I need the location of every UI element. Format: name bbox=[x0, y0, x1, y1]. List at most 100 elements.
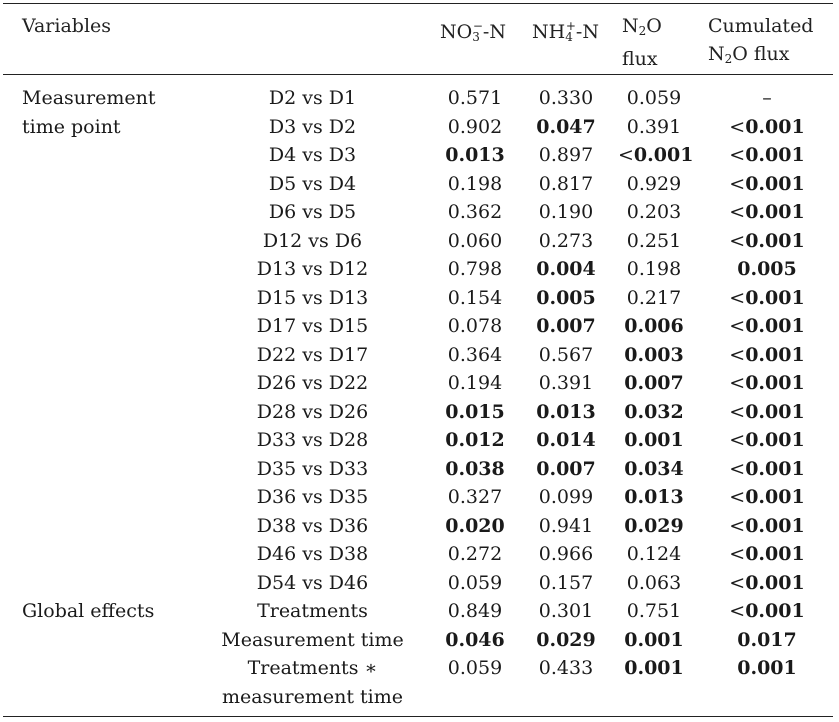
table-row: time point D3 vs D2 0.902 0.047 0.391 <0.001 bbox=[0, 113, 839, 142]
cell-cmp: D35 vs D33 bbox=[256, 457, 369, 480]
cell-nh4: 0.966 bbox=[538, 543, 594, 565]
cell-cum: 0.001 bbox=[737, 657, 797, 679]
cell-cum: – bbox=[762, 87, 772, 109]
cell-cum: <0.001 bbox=[729, 429, 805, 451]
cell-nh4: 0.941 bbox=[538, 514, 594, 537]
cell-n2o: 0.007 bbox=[624, 372, 684, 394]
header-variables: Variables bbox=[22, 15, 112, 37]
cell-nh4: 0.433 bbox=[538, 657, 594, 679]
cell-cum: <0.001 bbox=[729, 514, 805, 537]
cell-cmp: Treatments ∗ bbox=[247, 657, 378, 679]
cell-no3: 0.194 bbox=[447, 372, 503, 394]
cell-no3: 0.013 bbox=[445, 144, 505, 166]
cell-nh4: 0.014 bbox=[536, 429, 596, 451]
cell-cum: <0.001 bbox=[729, 543, 805, 565]
cell-nh4: 0.897 bbox=[538, 144, 594, 166]
table-row: D13 vs D12 0.798 0.004 0.198 0.005 bbox=[0, 255, 839, 284]
cell-n2o: 0.251 bbox=[626, 229, 682, 252]
cell-no3: 0.015 bbox=[445, 400, 505, 423]
cell-n2o: 0.013 bbox=[624, 486, 684, 508]
cell-cmp: D33 vs D28 bbox=[256, 429, 369, 451]
table-row: D17 vs D15 0.078 0.007 0.006 <0.001 bbox=[0, 312, 839, 341]
table-bottom-rule bbox=[3, 716, 833, 717]
cell-no3: 0.327 bbox=[447, 486, 503, 508]
cell-cmp: D6 vs D5 bbox=[268, 201, 357, 223]
table-row: measurement time bbox=[0, 683, 839, 712]
header-n2o-flux: N2O flux bbox=[622, 15, 662, 70]
cell-nh4: 0.029 bbox=[536, 628, 596, 651]
cell-no3: 0.364 bbox=[447, 343, 503, 366]
cell-n2o: 0.029 bbox=[624, 514, 684, 537]
cell-cum: <0.001 bbox=[729, 343, 805, 366]
cell-cum: <0.001 bbox=[729, 600, 805, 622]
cell-cmp: D12 vs D6 bbox=[262, 229, 363, 252]
header-nh4-n: NH4+-N bbox=[532, 19, 599, 44]
cell-cum: <0.001 bbox=[729, 457, 805, 480]
cell-cum: <0.001 bbox=[729, 372, 805, 394]
cell-nh4: 0.099 bbox=[538, 486, 594, 508]
cell-cmp: D5 vs D4 bbox=[268, 172, 357, 195]
cell-nh4: 0.817 bbox=[538, 172, 594, 195]
cell-cmp: D46 vs D38 bbox=[256, 543, 369, 565]
cell-nh4: 0.273 bbox=[538, 229, 594, 252]
cell-nh4: 0.007 bbox=[536, 457, 596, 480]
cell-no3: 0.154 bbox=[447, 286, 503, 309]
cell-n2o: 0.059 bbox=[626, 87, 682, 109]
cell-cmp: D4 vs D3 bbox=[268, 144, 357, 166]
cell-cum: <0.001 bbox=[729, 315, 805, 337]
table-row: Measurement time 0.046 0.029 0.001 0.017 bbox=[0, 626, 839, 655]
table-row: D5 vs D4 0.198 0.817 0.929 <0.001 bbox=[0, 170, 839, 199]
cell-cmp: D2 vs D1 bbox=[268, 87, 357, 109]
cell-nh4: 0.391 bbox=[538, 372, 594, 394]
cell-nh4: 0.007 bbox=[536, 315, 596, 337]
table-row: D36 vs D35 0.327 0.099 0.013 <0.001 bbox=[0, 483, 839, 512]
cell-n2o: 0.217 bbox=[626, 286, 682, 309]
cell-nh4: 0.157 bbox=[538, 571, 594, 594]
cell-cum: <0.001 bbox=[729, 144, 805, 166]
table-top-rule bbox=[3, 3, 833, 4]
cell-n2o: 0.001 bbox=[624, 429, 684, 451]
cell-cum: 0.005 bbox=[737, 258, 797, 280]
table-row: D6 vs D5 0.362 0.190 0.203 <0.001 bbox=[0, 198, 839, 227]
cell-no3: 0.571 bbox=[447, 87, 503, 109]
cell-cmp: D36 vs D35 bbox=[256, 486, 369, 508]
header-no3-n: NO3−-N bbox=[440, 19, 506, 44]
cell-n2o: 0.032 bbox=[624, 400, 684, 423]
cell-n2o: 0.124 bbox=[626, 543, 682, 565]
cell-n2o: 0.751 bbox=[626, 600, 682, 622]
cell-n2o: 0.001 bbox=[624, 628, 684, 651]
cell-cmp: D15 vs D13 bbox=[256, 286, 369, 309]
cell-cmp: D3 vs D2 bbox=[268, 115, 357, 138]
cell-cmp: D28 vs D26 bbox=[256, 400, 369, 423]
table-row: D35 vs D33 0.038 0.007 0.034 <0.001 bbox=[0, 455, 839, 484]
cell-no3: 0.020 bbox=[445, 514, 505, 537]
table-row: D54 vs D46 0.059 0.157 0.063 <0.001 bbox=[0, 569, 839, 598]
cell-no3: 0.038 bbox=[445, 457, 505, 480]
table-row: D28 vs D26 0.015 0.013 0.032 <0.001 bbox=[0, 398, 839, 427]
cell-nh4: 0.330 bbox=[538, 87, 594, 109]
table-row: D12 vs D6 0.060 0.273 0.251 <0.001 bbox=[0, 227, 839, 256]
table-row: D22 vs D17 0.364 0.567 0.003 <0.001 bbox=[0, 341, 839, 370]
cell-cum: <0.001 bbox=[729, 486, 805, 508]
table-row: Global effects Treatments 0.849 0.301 0.751 <… bbox=[0, 597, 839, 626]
cell-no3: 0.849 bbox=[447, 600, 503, 622]
cell-no3: 0.362 bbox=[447, 201, 503, 223]
cell-cum: <0.001 bbox=[729, 286, 805, 309]
cell-n2o: 0.391 bbox=[626, 115, 682, 138]
table-row: Treatments ∗ 0.059 0.433 0.001 0.001 bbox=[0, 654, 839, 683]
cell-no3: 0.059 bbox=[447, 571, 503, 594]
cell-cmp: D17 vs D15 bbox=[256, 315, 369, 337]
cell-cum: <0.001 bbox=[729, 571, 805, 594]
cell-cmp: measurement time bbox=[221, 685, 404, 708]
cell-cat: Measurement bbox=[22, 87, 156, 109]
header-rule bbox=[3, 74, 833, 75]
cell-no3: 0.902 bbox=[447, 115, 503, 138]
cell-n2o: 0.929 bbox=[626, 172, 682, 195]
cell-nh4: 0.301 bbox=[538, 600, 594, 622]
cell-cum: <0.001 bbox=[729, 115, 805, 138]
cell-cmp: D26 vs D22 bbox=[256, 372, 369, 394]
cell-nh4: 0.047 bbox=[536, 115, 596, 138]
table-row: D46 vs D38 0.272 0.966 0.124 <0.001 bbox=[0, 540, 839, 569]
cell-n2o: 0.198 bbox=[626, 258, 682, 280]
cell-cum: <0.001 bbox=[729, 229, 805, 252]
